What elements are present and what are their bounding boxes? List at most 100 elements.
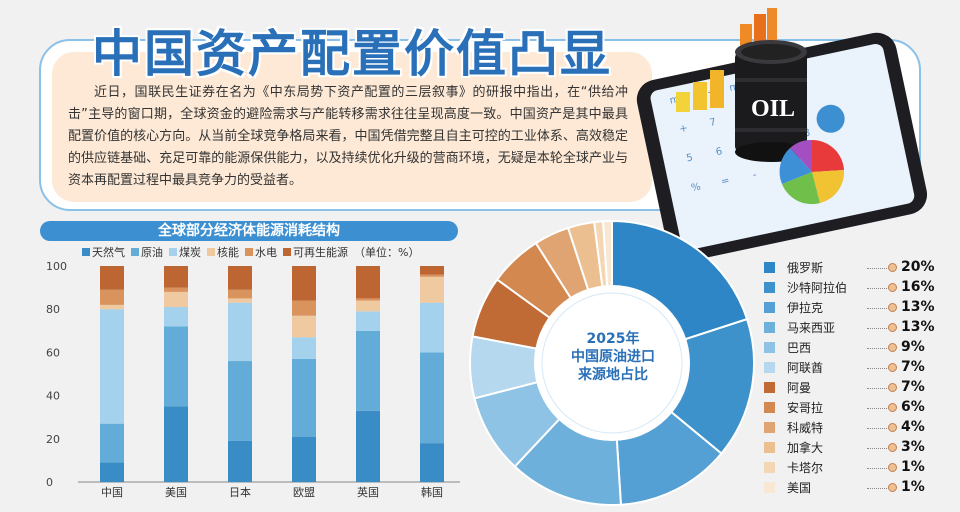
bar-chart: 0 20 40 60 80 100 中国 美国 日本 欧盟 英国 韩国 [46,260,460,499]
bullet-icon [888,282,897,292]
y-tick-label: 20 [46,433,60,446]
bar-segment [356,266,380,299]
bullet-icon [888,302,897,312]
donut-legend-swatch [764,341,775,353]
leader-dots [867,287,887,289]
bar-segment [100,423,124,463]
leader-dots [867,327,887,329]
bar-segment [164,406,188,482]
legend-label: 水电 [255,246,277,259]
donut-legend-label: 伊拉克 [787,300,824,315]
x-tick-label: 中国 [101,486,123,499]
bar-segment [356,311,380,331]
legend-swatch [169,248,177,256]
bar-segment [292,436,316,482]
leader-dots [867,427,887,429]
donut-legend: 俄罗斯 20% 沙特阿拉伯 16% 伊拉克 13% 马来西亚 13% 巴西 9% 阿联酋 7% 阿曼 7%… [764,257,954,497]
bar-segment [228,298,252,303]
bar-segment [356,298,380,301]
bullet-icon [888,322,897,332]
bar-segment [292,358,316,437]
bar-segment [420,302,444,353]
bar-segment [292,266,316,301]
bullet-icon [888,382,897,392]
donut-legend-value: 7% [901,359,925,375]
donut-legend-swatch [764,261,775,273]
legend-swatch [82,248,90,256]
bullet-icon [888,442,897,452]
bar-chart-title: 全球部分经济体能源消耗结构 [40,221,458,241]
donut-legend-swatch [764,381,775,393]
bar-segment [356,330,380,411]
donut-legend-value: 16% [901,279,935,295]
donut-hole-ring [541,292,683,434]
calc-key-label: 7 [709,117,718,129]
donut-legend-swatch [764,441,775,453]
bar-segment [356,300,380,312]
bar-segment [164,287,188,292]
bar-segment [420,266,444,275]
donut-legend-item: 加拿大 3% [764,437,954,457]
donut-legend-value: 1% [901,459,925,475]
calc-key-label: % [690,181,702,194]
leader-dots [867,307,887,309]
calc-key-label: 3 [803,127,812,139]
calc-key-label: + [678,123,688,136]
x-tick-label: 韩国 [421,485,443,499]
donut-legend-value: 20% [901,259,935,275]
donut-legend-swatch [764,481,775,493]
y-tick-label: 60 [46,346,60,359]
y-axis-ticks: 0 20 40 60 80 100 [46,260,67,489]
legend-item: 原油 [131,244,163,260]
x-tick-label: 日本 [229,485,251,499]
legend-label: 可再生能源 [293,246,348,259]
y-tick-label: 40 [46,390,60,403]
leader-dots [867,407,887,409]
donut-legend-swatch [764,301,775,313]
oil-label: OIL [751,96,795,122]
bar-segment [420,352,444,444]
x-tick-label: 欧盟 [293,486,315,499]
donut-legend-item: 卡塔尔 1% [764,457,954,477]
bar-segment [228,361,252,441]
x-tick-label: 英国 [357,485,379,499]
donut-legend-value: 6% [901,399,925,415]
leader-dots [867,367,887,369]
legend-label: 天然气 [92,246,125,259]
x-axis-labels: 中国 美国 日本 欧盟 英国 韩国 [101,485,443,499]
donut-legend-swatch [764,421,775,433]
legend-label: 核能 [217,246,239,259]
donut-title-line: 2025年 [586,331,640,347]
bullet-icon [888,482,897,492]
donut-legend-item: 伊拉克 13% [764,297,954,317]
leader-dots [867,267,887,269]
donut-legend-label: 安哥拉 [787,400,824,415]
bar-segment [420,276,444,303]
legend-swatch [245,248,253,256]
bar-segment [228,289,252,299]
donut-legend-value: 4% [901,419,925,435]
donut-legend-item: 阿联酋 7% [764,357,954,377]
leader-dots [867,467,887,469]
phone-calculator-illustration: mcm+m-mrAC+789456123%=-× OIL [636,8,928,262]
donut-legend-label: 阿曼 [787,380,812,395]
donut-title-line: 来源地占比 [578,367,648,383]
bar-segment [100,304,124,310]
bar-segment [356,410,380,482]
bullet-icon [888,262,897,272]
donut-legend-swatch [764,401,775,413]
bar-segment [100,309,124,424]
legend-label: 煤炭 [179,246,201,259]
bar-segment [164,326,188,407]
bar-segment [292,315,316,338]
donut-legend-value: 7% [901,379,925,395]
calc-key-label: = [720,175,730,188]
y-tick-label: 100 [46,260,67,273]
bullet-icon [888,402,897,412]
calc-key-label: 5 [686,152,695,164]
donut-legend-value: 9% [901,339,925,355]
donut-legend-item: 巴西 9% [764,337,954,357]
bullet-icon [888,362,897,372]
donut-legend-swatch [764,461,775,473]
